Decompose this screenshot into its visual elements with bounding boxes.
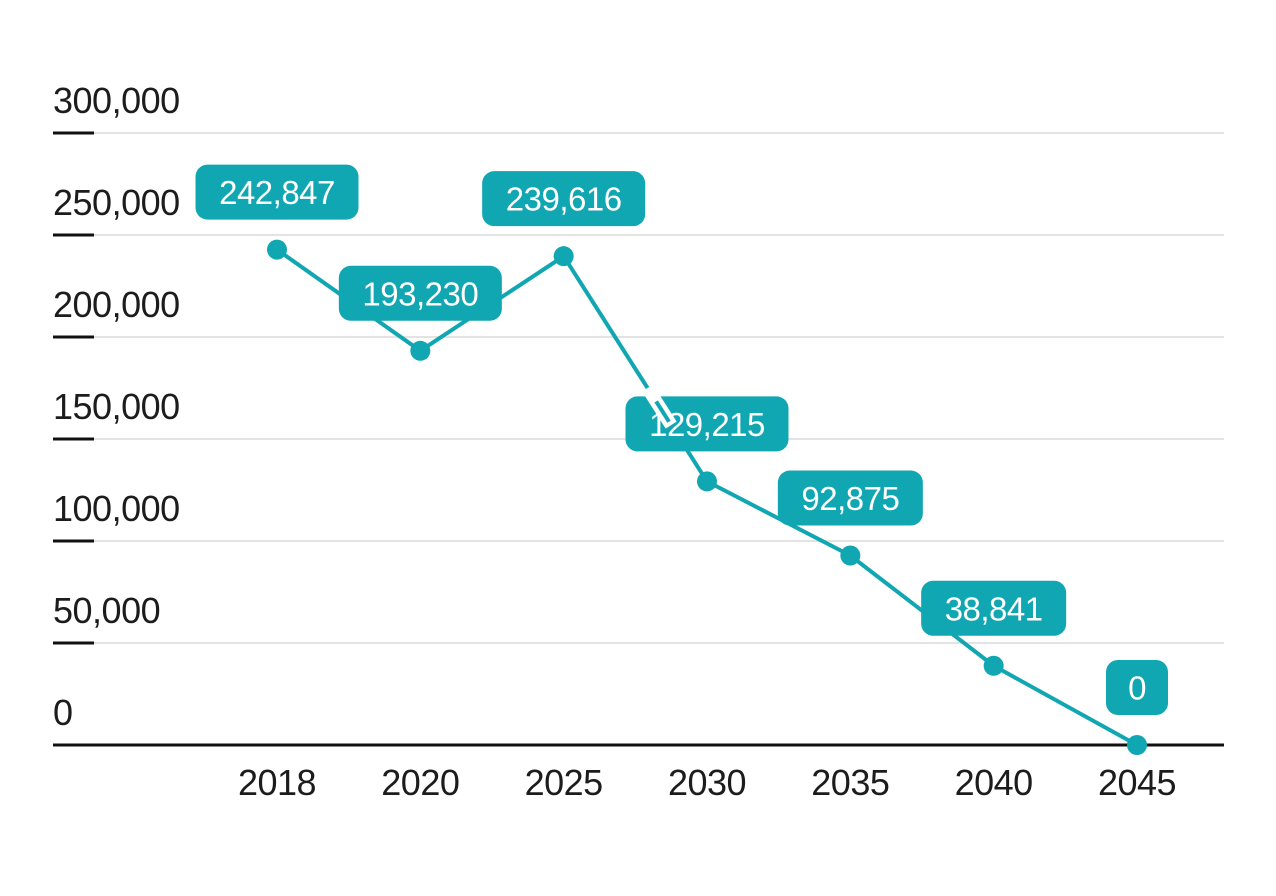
x-axis-label-2018: 2018 bbox=[238, 762, 316, 803]
data-label-box bbox=[921, 580, 1067, 636]
x-axis-label-2045: 2045 bbox=[1098, 762, 1176, 803]
x-axis-label-2030: 2030 bbox=[668, 762, 746, 803]
y-axis-label: 0 bbox=[53, 692, 73, 733]
data-label-box bbox=[338, 265, 502, 321]
data-label-box bbox=[777, 470, 923, 526]
data-point-2020[interactable] bbox=[410, 340, 431, 361]
data-label-2035: 92,875 bbox=[777, 470, 923, 526]
y-axis-label: 300,000 bbox=[53, 80, 180, 121]
data-label-2030: 129,215 bbox=[625, 396, 789, 452]
data-label-2045: 0 bbox=[1105, 660, 1168, 715]
data-label-2020: 193,230 bbox=[338, 265, 502, 321]
data-label-2018: 242,847 bbox=[195, 164, 359, 220]
data-label-text: 239,616 bbox=[506, 181, 622, 218]
data-label-box bbox=[1105, 660, 1168, 715]
y-axis-label: 250,000 bbox=[53, 182, 180, 223]
data-point-2035[interactable] bbox=[840, 545, 861, 566]
x-axis-label-2035: 2035 bbox=[811, 762, 889, 803]
data-label-text: 193,230 bbox=[362, 275, 478, 312]
data-label-box bbox=[195, 164, 359, 220]
data-label-2040: 38,841 bbox=[921, 580, 1067, 636]
y-axis-label: 150,000 bbox=[53, 386, 180, 427]
data-point-2040[interactable] bbox=[983, 655, 1004, 676]
data-label-2025: 239,616 bbox=[482, 171, 646, 227]
data-point-2025[interactable] bbox=[553, 246, 574, 267]
data-label-text: 242,847 bbox=[219, 174, 335, 211]
data-label-text: 92,875 bbox=[801, 480, 899, 517]
data-label-text: 0 bbox=[1128, 670, 1146, 707]
data-label-box bbox=[482, 171, 646, 227]
y-axis-label: 200,000 bbox=[53, 284, 180, 325]
x-axis-label-2025: 2025 bbox=[525, 762, 603, 803]
x-axis-label-2020: 2020 bbox=[381, 762, 459, 803]
x-axis-label-2040: 2040 bbox=[955, 762, 1033, 803]
data-point-2018[interactable] bbox=[267, 239, 287, 260]
y-axis-label: 50,000 bbox=[53, 590, 160, 631]
data-point-2030[interactable] bbox=[696, 471, 717, 492]
series-line bbox=[275, 247, 1138, 747]
line-peek bbox=[654, 400, 671, 423]
data-point-2045[interactable] bbox=[1126, 735, 1147, 755]
data-label-text: 38,841 bbox=[945, 590, 1043, 627]
y-axis-label: 100,000 bbox=[53, 488, 180, 529]
